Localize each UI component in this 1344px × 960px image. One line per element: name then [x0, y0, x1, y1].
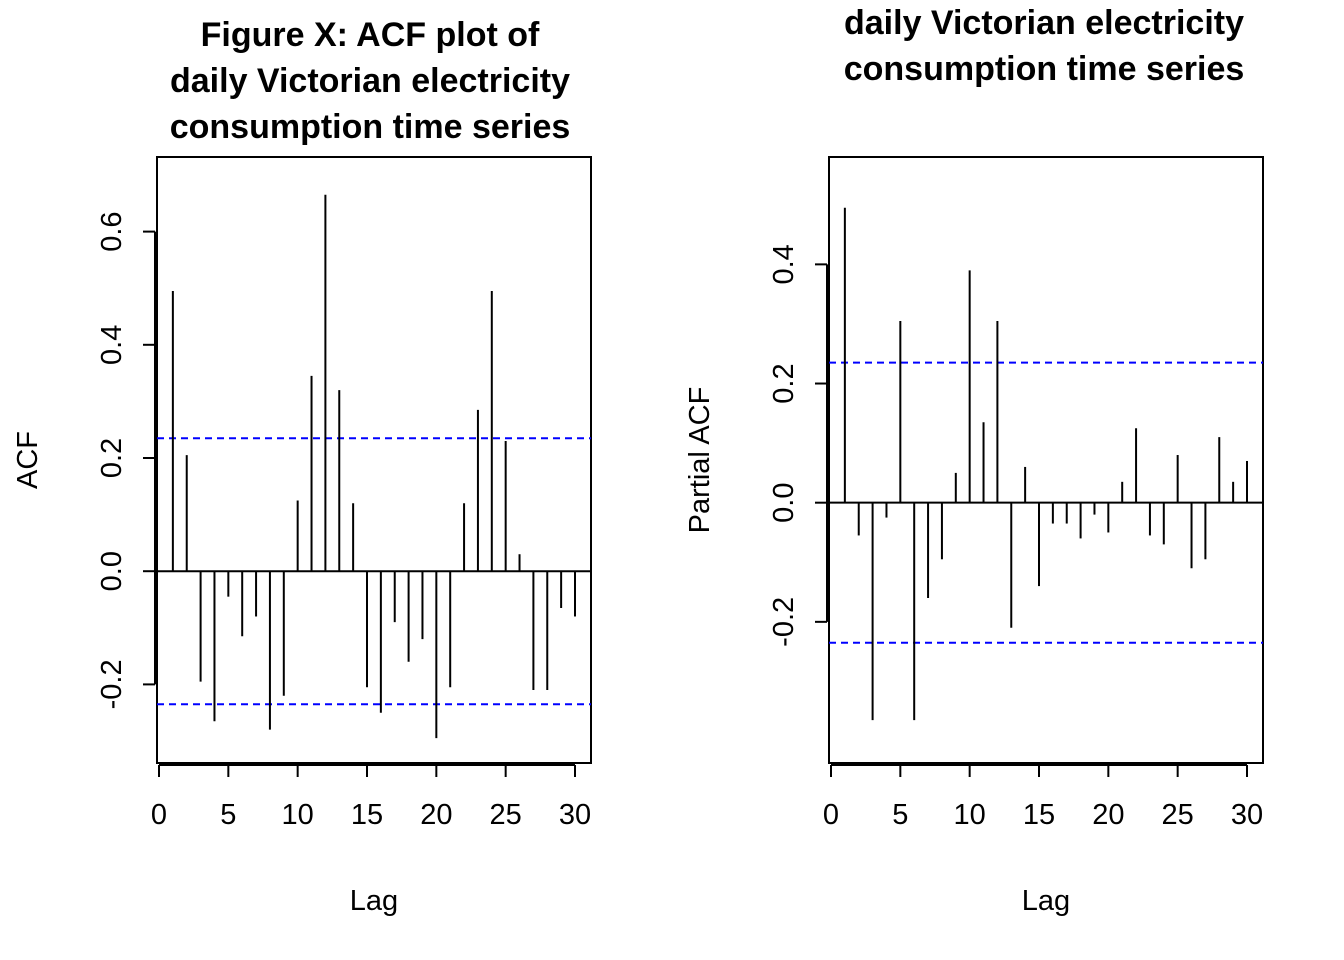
y-axis-title: ACF: [12, 431, 44, 489]
x-tick-label: 15: [1023, 799, 1055, 831]
chart-title-line: consumption time series: [170, 108, 571, 146]
x-tick-label: 30: [559, 799, 591, 831]
chart-title-line: consumption time series: [844, 50, 1245, 88]
x-tick-label: 20: [420, 799, 452, 831]
y-tick-label: -0.2: [96, 659, 128, 709]
plot-frame: [156, 156, 592, 764]
y-axis-title: Partial ACF: [684, 387, 716, 534]
x-tick-label: 0: [151, 799, 167, 831]
chart-title-line: daily Victorian electricity: [844, 4, 1244, 42]
y-tick-label: 0.4: [768, 244, 800, 284]
x-tick-label: 5: [892, 799, 908, 831]
x-tick-label: 30: [1231, 799, 1263, 831]
y-tick-label: 0.2: [96, 438, 128, 478]
acf-panel: Figure X: ACF plot of daily Victorian ele…: [12, 16, 592, 917]
y-tick-label: 0.2: [768, 363, 800, 403]
x-tick-label: 10: [954, 799, 986, 831]
y-tick-label: 0.0: [96, 551, 128, 591]
x-axis-title: Lag: [350, 885, 398, 917]
y-tick-label: 0.6: [96, 211, 128, 251]
y-tick-label: 0.0: [768, 483, 800, 523]
x-axis-title: Lag: [1022, 885, 1070, 917]
y-tick-label: -0.2: [768, 597, 800, 647]
x-tick-label: 10: [282, 799, 314, 831]
chart-title-line: Figure X: ACF plot of: [201, 16, 540, 54]
x-tick-label: 0: [823, 799, 839, 831]
x-tick-label: 25: [1162, 799, 1194, 831]
x-tick-label: 25: [490, 799, 522, 831]
y-tick-label: 0.4: [96, 325, 128, 365]
plot-frame: [828, 156, 1264, 764]
x-tick-label: 15: [351, 799, 383, 831]
pacf-panel: daily Victorian electricity consumption t…: [684, 4, 1264, 917]
x-tick-label: 20: [1092, 799, 1124, 831]
x-tick-label: 5: [220, 799, 236, 831]
chart-title-line: daily Victorian electricity: [170, 62, 570, 100]
